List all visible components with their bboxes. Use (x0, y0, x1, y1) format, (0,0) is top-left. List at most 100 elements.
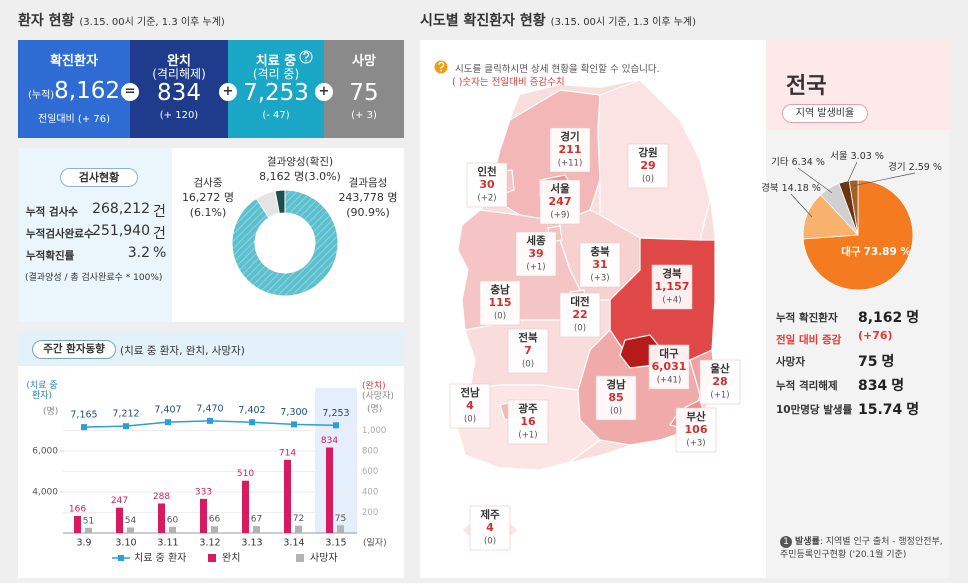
stat-value: (+76) (858, 329, 893, 342)
region-box[interactable] (466, 162, 508, 208)
region-change: (+3) (686, 439, 705, 449)
stat-number: 15.74 (858, 402, 903, 418)
region-box[interactable] (627, 143, 669, 189)
donut-value-row: 8,162 명(3.0%) (259, 170, 341, 183)
region-box[interactable] (549, 127, 591, 173)
card-value: 834 (157, 80, 201, 106)
region-label[interactable]: 경북1,157 (+4) (651, 264, 693, 310)
pie-label-name: 기타 (771, 157, 789, 168)
subtitle-text: (3.15. 00시 기준, 1.3 이후 누계) (550, 17, 697, 28)
region-change: (0) (494, 312, 506, 322)
region-box[interactable] (507, 399, 549, 445)
tests-pill: 검사현황 (60, 168, 138, 187)
region-box[interactable] (449, 383, 491, 429)
y-tick-label: 4,000 (32, 488, 58, 498)
pie-label-value: 3.03 % (851, 151, 884, 162)
card-value-row: (누적)8,162 (18, 78, 130, 104)
operator: + (315, 83, 333, 101)
status-card: 완치 (격리해제) 834 (+ 120) (130, 40, 228, 138)
title-text: 환자 현황 (18, 13, 75, 29)
region-box[interactable] (469, 505, 511, 551)
pie-label-name: 경기 (888, 161, 905, 173)
bar-value-label: 510 (237, 469, 254, 479)
bar (242, 480, 249, 533)
help-icon-dot (305, 59, 307, 62)
region-box[interactable] (648, 344, 690, 390)
pie-label: 기타 6.34 % (771, 157, 825, 168)
stat-number: 8,162 (858, 310, 903, 326)
region-label[interactable]: 대구6,031 (+41) (648, 344, 690, 390)
legend-label: 치료 중 환자 (134, 552, 186, 564)
legend-marker (118, 555, 124, 561)
region-box[interactable] (479, 280, 521, 326)
region-count: 106 (685, 423, 708, 436)
line-value-label: 7,253 (322, 408, 349, 419)
region-box[interactable] (595, 375, 637, 421)
donut-percent: (6.1%) (190, 206, 227, 219)
region-change: (0) (484, 537, 496, 547)
region-count: 6,031 (652, 360, 687, 373)
donut-count: 16,272 명 (182, 191, 234, 204)
operator: + (219, 83, 237, 101)
region-label[interactable]: 전남4 (0) (449, 383, 491, 429)
highlight-column (315, 388, 357, 533)
donut-percent: (3.0%) (304, 170, 341, 183)
pie-label: 경북 14.18 % (761, 182, 821, 194)
region-box[interactable] (651, 264, 693, 310)
region-name: 인천 (477, 165, 496, 178)
stat-value: 15.74 명 (858, 399, 919, 419)
region-box[interactable] (675, 407, 717, 453)
card-value-row: 75 (324, 80, 404, 106)
card-label: 사망 (352, 54, 376, 69)
card-sublabel: (격리 중) (252, 67, 300, 81)
footnote-label: 발생률 (795, 537, 820, 547)
region-change: (+1) (518, 431, 537, 441)
bar (127, 527, 134, 533)
region-label[interactable]: 제주4 (0) (469, 505, 511, 551)
left-title: 환자 현황 (3.15. 00시 기준, 1.3 이후 누계) (18, 10, 225, 30)
tests-row-unit: % (153, 245, 167, 261)
region-box[interactable] (507, 328, 549, 374)
region-change: (+11) (558, 159, 583, 169)
donut-count: 8,162 명 (259, 170, 304, 183)
tests-row-unit: 건 (153, 226, 166, 242)
legend-label: 사망자 (310, 552, 338, 564)
x-tick-label: 3.13 (241, 538, 262, 549)
line-marker (165, 419, 171, 426)
donut-label: 결과음성 (349, 177, 388, 189)
bar-value-label: 288 (153, 492, 170, 502)
status-card: 사망 75 (+ 3) (324, 40, 404, 138)
region-box[interactable] (515, 231, 557, 277)
region-change: (0) (464, 415, 476, 425)
leader-line (845, 161, 858, 188)
help-icon-glyph (303, 51, 310, 59)
tests-row-label: 누적 검사수 (26, 206, 78, 218)
region-box[interactable] (559, 292, 601, 338)
region-box[interactable] (699, 359, 741, 405)
region-box[interactable] (579, 242, 621, 288)
region-box[interactable] (539, 179, 581, 225)
help-icon-dot (440, 69, 442, 72)
pie-slice (848, 179, 859, 236)
legend-label: 완치 (222, 552, 240, 564)
region-label[interactable]: 전북7 (0) (507, 328, 549, 374)
bar-value-label: 714 (279, 448, 296, 458)
x-axis-label: (일자) (363, 538, 387, 549)
tests-row-value: 3.2 (127, 245, 150, 261)
map-hint: 시도를 클릭하시면 상세 현황을 확인할 수 있습니다. (455, 64, 660, 75)
help-icon-glyph (438, 61, 445, 69)
bar-value-label: 72 (293, 514, 304, 524)
bar (337, 525, 344, 533)
